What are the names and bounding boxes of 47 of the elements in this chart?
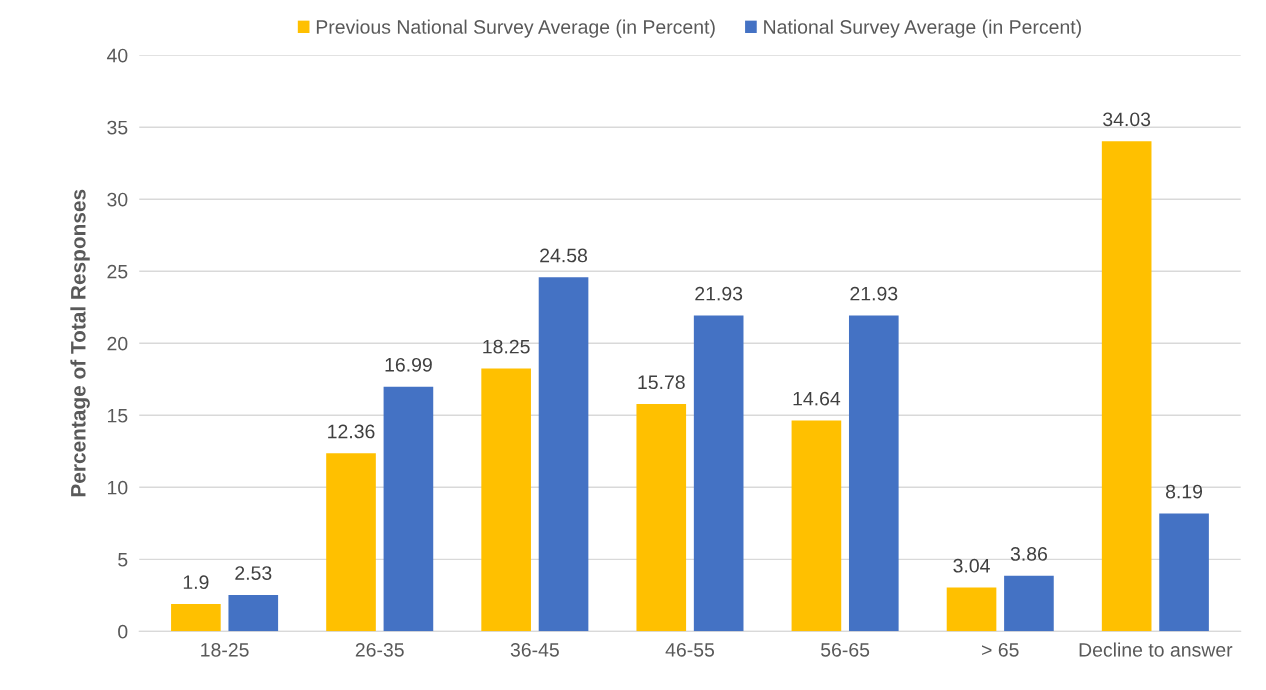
bar xyxy=(946,587,997,632)
y-tick-label: 30 xyxy=(107,192,128,207)
x-tick-label: > 65 xyxy=(982,642,1019,657)
data-label: 3.86 xyxy=(1010,547,1047,561)
data-label: 34.03 xyxy=(1103,112,1151,127)
y-tick-label: 10 xyxy=(108,480,128,495)
y-tick-label: 0 xyxy=(118,624,128,639)
legend-label: Previous National Survey Average (in Percent) xyxy=(316,19,715,38)
bar xyxy=(538,277,589,632)
y-tick-label: 15 xyxy=(108,408,128,423)
bar xyxy=(636,404,687,632)
y-tick-label: 35 xyxy=(107,120,128,135)
bar xyxy=(481,368,531,632)
data-label: 14.64 xyxy=(793,391,841,406)
y-tick-label: 25 xyxy=(107,264,128,279)
y-tick-label: 5 xyxy=(118,553,128,567)
x-tick-label: 36-45 xyxy=(510,642,559,657)
bar xyxy=(1101,141,1152,632)
x-tick-label: 46-55 xyxy=(665,642,715,657)
data-label: 21.93 xyxy=(695,286,743,301)
data-label: 16.99 xyxy=(385,357,432,372)
bar xyxy=(383,386,434,632)
x-tick-label: 56-65 xyxy=(821,642,870,657)
bar xyxy=(1004,575,1054,632)
y-tick-label: 20 xyxy=(107,336,128,351)
legend-label: National Survey Average (in Percent) xyxy=(764,19,1081,38)
x-tick-label: 26-35 xyxy=(355,642,404,657)
x-tick-label: 18-25 xyxy=(201,642,249,657)
bar xyxy=(1159,513,1209,632)
data-label: 3.04 xyxy=(953,558,990,573)
x-tick-label: Decline to answer xyxy=(1079,642,1233,657)
data-label: 2.53 xyxy=(235,566,272,580)
y-axis-title: Percentage of Total Responses xyxy=(70,189,90,497)
data-label: 1.9 xyxy=(183,575,209,590)
bar xyxy=(791,420,842,632)
bar xyxy=(171,603,221,632)
data-label: 8.19 xyxy=(1165,484,1203,499)
data-label: 15.78 xyxy=(638,375,685,390)
y-tick-label: 40 xyxy=(106,48,128,63)
data-label: 24.58 xyxy=(540,248,588,263)
data-label: 21.93 xyxy=(850,286,898,301)
bar xyxy=(326,453,376,632)
bar xyxy=(848,315,899,632)
data-label: 18.25 xyxy=(483,339,530,354)
data-label: 12.36 xyxy=(328,424,375,439)
bar xyxy=(228,594,279,632)
bar xyxy=(693,315,744,632)
